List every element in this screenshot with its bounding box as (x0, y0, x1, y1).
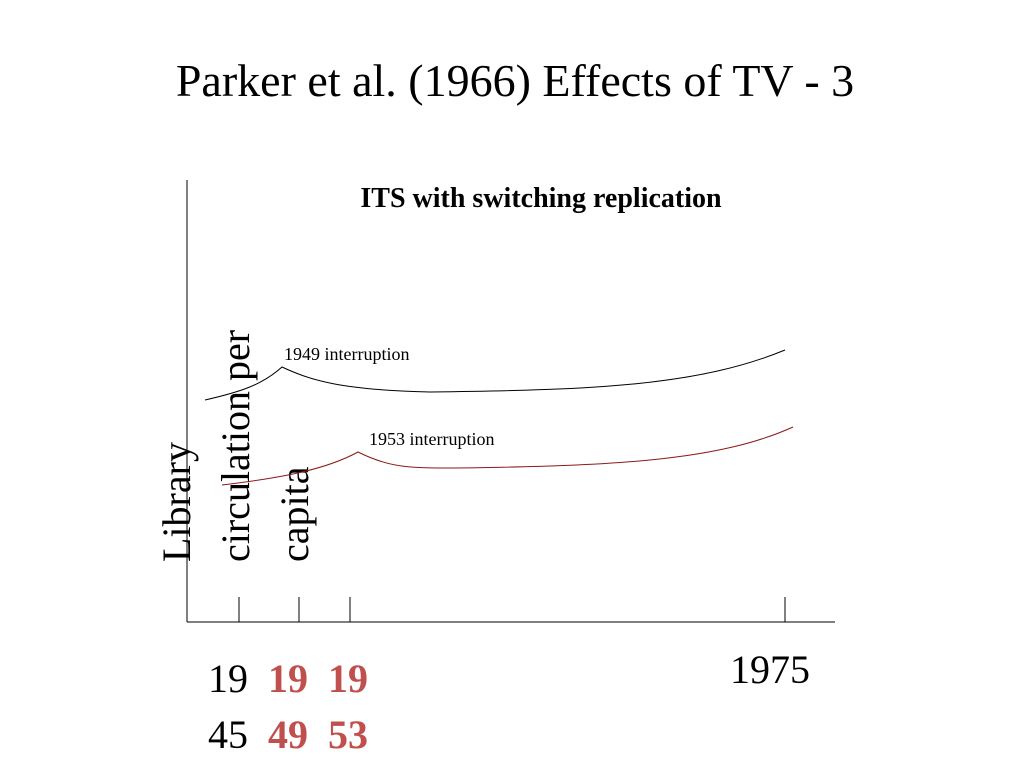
y-label-line: capita (272, 466, 317, 562)
x-label-line: 45 (208, 712, 248, 757)
slide-title: Parker et al. (1966) Effects of TV - 3 (176, 55, 854, 106)
x-label-line: 19 (328, 656, 368, 701)
y-label-line: circulation per (213, 330, 258, 562)
x-label-line: 1975 (730, 647, 810, 692)
y-axis-label: Library circulation per capita (154, 330, 317, 562)
diagram-subtitle: ITS with switching replication (360, 183, 722, 214)
annotation: 1953 interruption (369, 429, 494, 449)
y-label-line: Library (154, 442, 199, 562)
x-labels: 19 45 19 49 19 53 1975 (208, 647, 810, 757)
x-label-line: 53 (328, 712, 368, 757)
annotation: 1949 interruption (284, 344, 409, 364)
x-label-line: 19 (268, 656, 308, 701)
x-label-line: 19 (208, 656, 248, 701)
series-1953-curve (221, 426, 794, 486)
series-1949-curve (204, 349, 786, 401)
x-label-line: 49 (268, 712, 308, 757)
